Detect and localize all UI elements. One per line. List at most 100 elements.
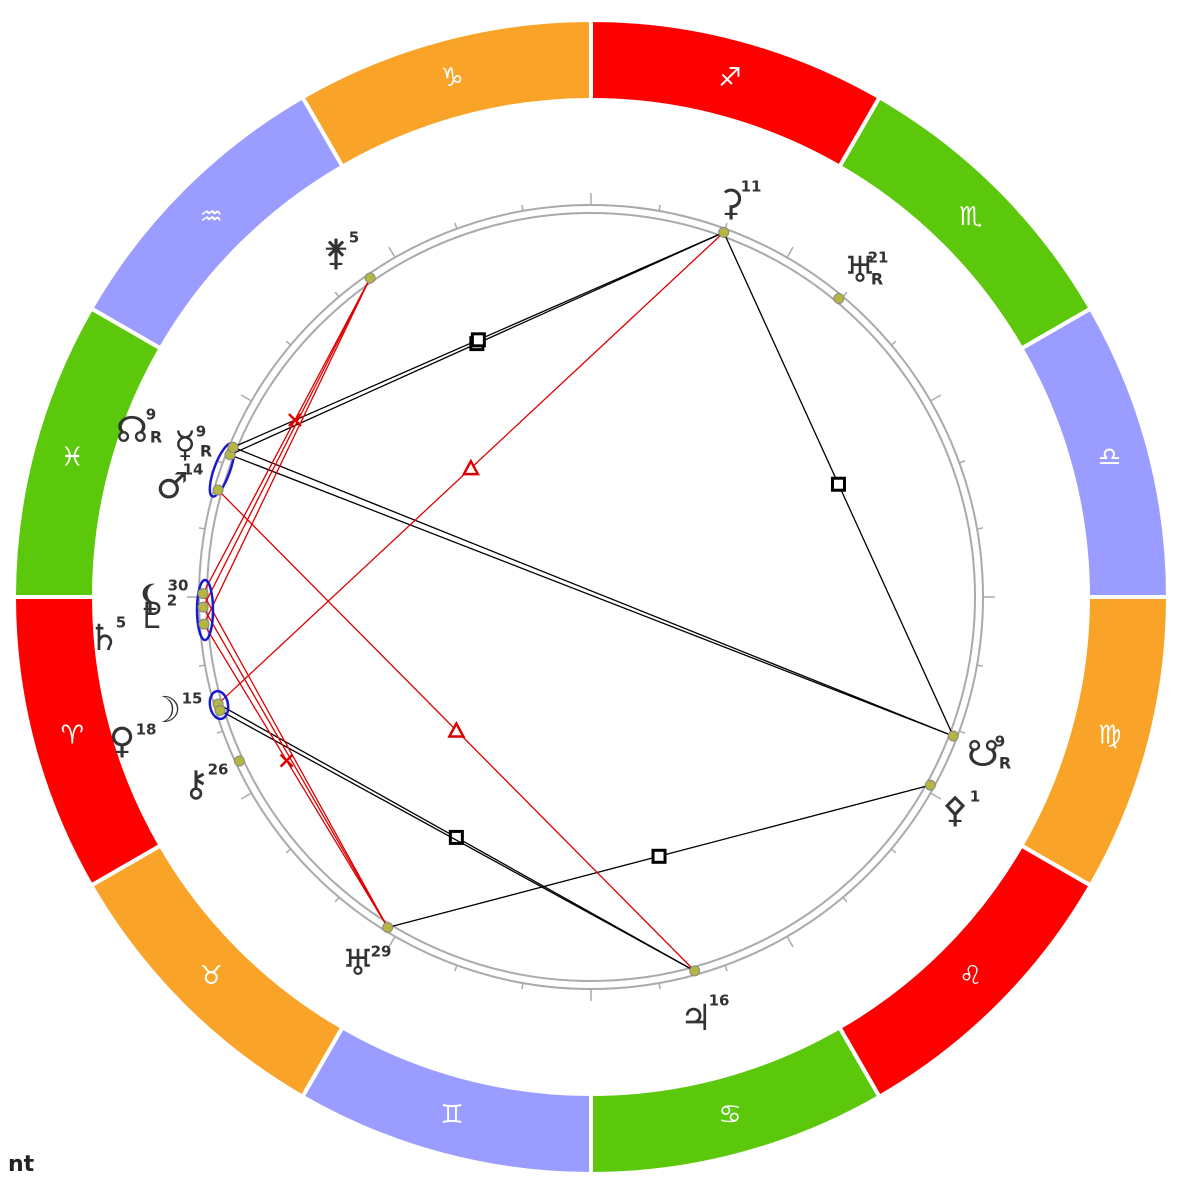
planet-degree: 1 <box>970 788 980 806</box>
retrograde-mark: R <box>200 442 212 461</box>
sign-glyph: ♌︎ <box>959 961 982 991</box>
planet-dot <box>214 704 226 716</box>
degree-tick <box>285 340 292 346</box>
planet-dot <box>924 779 936 791</box>
degree-tick <box>976 664 984 667</box>
aspect-line <box>203 277 371 625</box>
retrograde-mark: R <box>999 754 1011 773</box>
degree-tick <box>724 965 728 972</box>
planet-glyph: ♇ <box>137 596 169 637</box>
degree-tick <box>786 246 794 258</box>
planet-glyph: ⚵ <box>323 233 349 274</box>
planet-dot <box>198 618 210 630</box>
planet-degree: 16 <box>709 992 730 1010</box>
degree-tick <box>930 394 942 402</box>
planet-glyph: ⚷ <box>183 764 209 805</box>
planet-dot <box>212 484 224 496</box>
planet-dot <box>197 588 209 600</box>
planet-degree: 9 <box>995 733 1005 751</box>
degree-tick <box>658 982 661 990</box>
degree-tick <box>334 291 340 298</box>
planet-glyph: ⚸ <box>137 578 163 619</box>
planet-glyph: ♃ <box>680 998 712 1039</box>
planet-dot <box>718 226 730 238</box>
planet-glyph: ♅ <box>342 943 374 984</box>
planet-degree: 29 <box>371 943 392 961</box>
planet-degree: 26 <box>208 761 229 779</box>
sign-segment <box>11 305 164 599</box>
planet-glyph: ☿ <box>174 425 196 466</box>
planet-glyph: ♀ <box>109 721 135 762</box>
aspect-marker <box>830 476 846 492</box>
sign-glyph: ♓︎ <box>61 443 84 473</box>
sign-glyph: ♋︎ <box>718 1100 741 1130</box>
planet-degree: 14 <box>183 461 204 479</box>
planet-degree: 11 <box>741 178 762 196</box>
aspect-line <box>202 277 371 608</box>
degree-tick <box>521 982 524 990</box>
degree-tick <box>285 848 292 854</box>
planet-dot <box>233 755 245 767</box>
degree-tick <box>198 664 206 667</box>
aspect-line <box>202 606 389 928</box>
chart-circle <box>198 204 984 990</box>
degree-tick <box>240 792 252 800</box>
aspect-line <box>202 593 389 928</box>
sign-glyph: ♈︎ <box>61 720 84 750</box>
planet-glyph: ⚳ <box>718 183 744 224</box>
planet-dot <box>382 921 394 933</box>
planet-glyph: ♄ <box>88 618 120 659</box>
aspect-line <box>219 709 696 972</box>
planet-dot <box>197 601 209 613</box>
degree-tick <box>959 460 966 464</box>
aspect-line <box>203 623 389 928</box>
planet-dot <box>833 292 845 304</box>
aspect-line <box>229 454 954 737</box>
planet-glyph: ☽ <box>149 690 181 731</box>
aspect-marker <box>288 413 302 427</box>
planet-degree: 30 <box>168 577 189 595</box>
planet-dot <box>364 272 376 284</box>
planet-degree: 18 <box>136 721 157 739</box>
sign-glyph: ♑︎ <box>440 63 463 93</box>
aspect-marker <box>470 332 486 348</box>
sign-glyph: ♉︎ <box>200 961 223 991</box>
degree-tick <box>388 936 396 948</box>
aspect-marker <box>461 458 480 476</box>
sign-glyph: ♏︎ <box>959 202 982 232</box>
planet-degree: 2 <box>167 592 177 610</box>
degree-tick <box>890 340 897 346</box>
planet-glyph: ♅ <box>844 250 876 291</box>
retrograde-mark: R <box>871 270 883 289</box>
planet-degree: 5 <box>116 614 126 632</box>
retrograde-mark: R <box>150 428 162 447</box>
degree-tick <box>198 527 206 530</box>
degree-tick <box>890 848 897 854</box>
degree-tick <box>388 246 396 258</box>
aspect-line <box>202 277 371 594</box>
sign-segment <box>589 17 883 170</box>
sign-glyph: ♊︎ <box>440 1100 463 1130</box>
aspect-marker <box>651 848 667 864</box>
degree-tick <box>959 730 966 734</box>
degree-tick <box>976 527 984 530</box>
aspect-marker <box>447 720 466 738</box>
planet-degree: 5 <box>349 229 359 247</box>
planet-glyph: ⚴ <box>942 790 968 831</box>
conjunction-ring <box>195 578 215 642</box>
planet-degree: 9 <box>146 406 156 424</box>
sign-glyph: ♒︎ <box>200 202 223 232</box>
aspect-line <box>232 446 954 737</box>
planet-glyph: ☋ <box>967 734 999 775</box>
planet-dot <box>947 730 959 742</box>
conjunction-ring <box>208 689 230 721</box>
planet-dot <box>227 441 239 453</box>
planet-degree: 15 <box>182 690 203 708</box>
degree-tick <box>334 896 340 903</box>
planet-degree: 21 <box>868 249 889 267</box>
degree-tick <box>521 204 524 212</box>
sign-segment <box>1018 595 1171 889</box>
degree-tick <box>930 792 942 800</box>
sign-glyph: ♐︎ <box>718 63 741 93</box>
